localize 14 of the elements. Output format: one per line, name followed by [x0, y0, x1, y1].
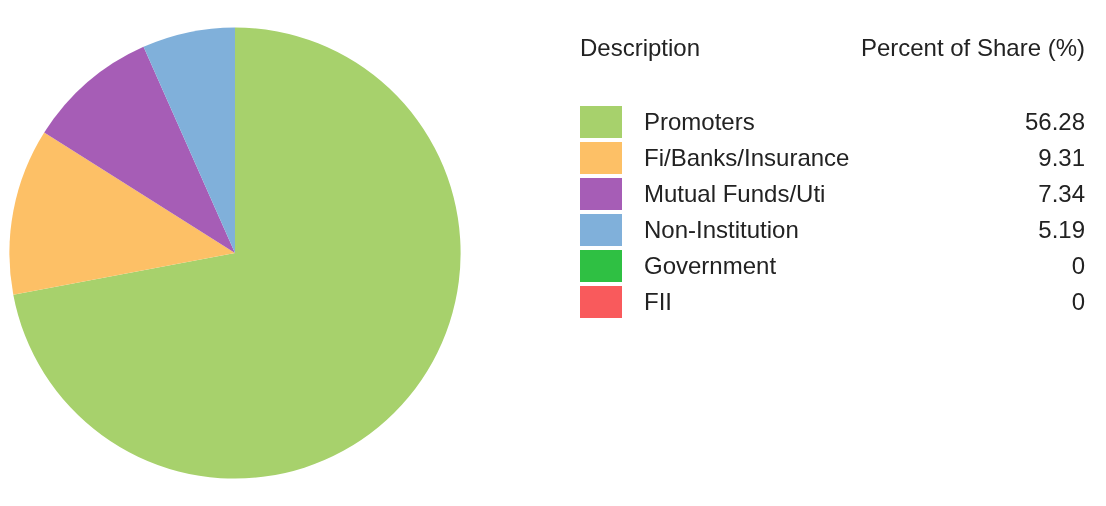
data-label: 56.28 [1024, 108, 1085, 136]
legend-label: Mutual Funds/Uti [644, 180, 827, 208]
data-label: 7.34 [1038, 180, 1085, 208]
legend-label: FII [644, 288, 673, 316]
legend-label: Government [644, 252, 778, 280]
text: 0 [1071, 288, 1085, 315]
legend-label: Fi/Banks/Insurance [644, 144, 851, 172]
legend-label: Non-Institution [644, 216, 800, 244]
text: 0 [1071, 252, 1085, 279]
data-label: 5.19 [1038, 216, 1085, 244]
text: Percent of Share (%) [860, 34, 1085, 62]
legend-title: Description [580, 34, 702, 62]
legend-label: Promoters [644, 108, 756, 136]
data-label: 9.31 [1038, 144, 1085, 172]
